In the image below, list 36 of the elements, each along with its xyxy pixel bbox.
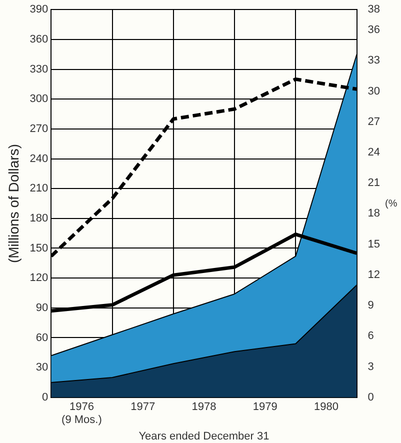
y2-tick-label: 27 xyxy=(368,116,380,128)
y-tick-label: 150 xyxy=(30,242,48,254)
y2-tick-label: 36 xyxy=(368,24,380,36)
y2-tick-label: 38 xyxy=(368,4,380,16)
y-tick-label: 180 xyxy=(30,212,48,224)
y-tick-label: 90 xyxy=(36,302,48,314)
y-tick-label: 360 xyxy=(30,33,48,46)
x-tick-label: 1977 xyxy=(130,401,156,414)
y2-tick-label: 6 xyxy=(368,330,374,342)
y-tick-label: 210 xyxy=(30,182,48,195)
x-tick-label: 1980 xyxy=(314,401,338,414)
y2-tick-label: 15 xyxy=(368,238,380,250)
y-tick-label: 0 xyxy=(42,391,48,404)
y2-tick-label: 18 xyxy=(368,208,380,220)
y-tick-label: 30 xyxy=(36,362,48,374)
y-tick-label: 390 xyxy=(30,4,48,16)
y2-tick-label: 9 xyxy=(368,300,374,312)
y2-axis-title: (% xyxy=(385,198,398,210)
y2-tick-label: 33 xyxy=(368,54,380,67)
y2-tick-label: 30 xyxy=(368,85,380,98)
y-axis-title: (Millions of Dollars) xyxy=(5,144,22,264)
x-tick-label: 1978 xyxy=(192,401,216,414)
y-tick-label: 330 xyxy=(30,63,48,76)
y2-tick-label: 21 xyxy=(368,177,380,190)
x-tick-label: 1979 xyxy=(252,401,278,414)
y-tick-label: 120 xyxy=(30,272,48,284)
y-tick-label: 240 xyxy=(30,152,48,165)
y2-tick-label: 24 xyxy=(368,146,380,159)
y-tick-label: 60 xyxy=(36,332,48,344)
y-tick-label: 270 xyxy=(30,122,48,135)
x-tick-label: 1976 (9 Mos.) xyxy=(62,401,102,426)
y2-tick-label: 0 xyxy=(368,391,374,404)
y-tick-label: 300 xyxy=(30,93,48,106)
y2-tick-label: 3 xyxy=(368,360,374,373)
y2-tick-label: 12 xyxy=(368,268,380,281)
x-axis-title: Years ended December 31 xyxy=(138,430,270,442)
